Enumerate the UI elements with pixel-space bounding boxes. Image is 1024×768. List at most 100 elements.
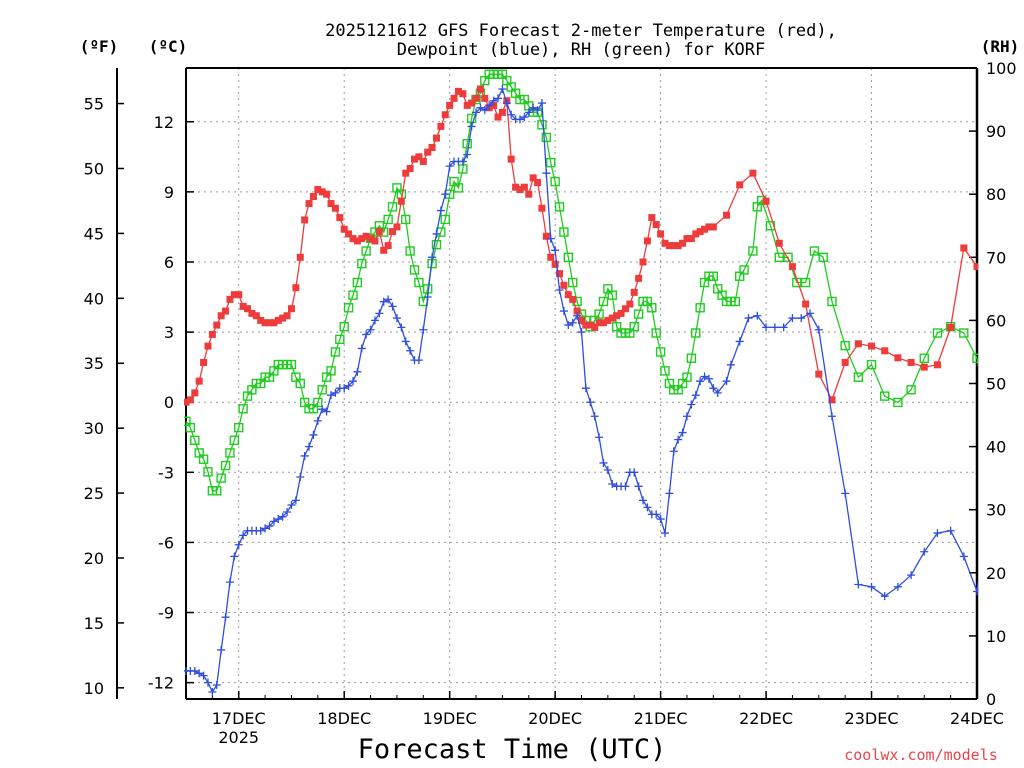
temperature-point bbox=[345, 230, 353, 238]
dewpoint-point bbox=[933, 529, 942, 538]
dewpoint-point bbox=[428, 253, 437, 262]
temperature-point bbox=[538, 204, 546, 212]
temperature-point bbox=[358, 235, 366, 243]
rh-point bbox=[730, 296, 741, 307]
rh-point bbox=[185, 422, 196, 433]
rh-point bbox=[401, 214, 411, 225]
rh-tick-label: 40 bbox=[986, 438, 1006, 457]
date-tick-label: 19DEC bbox=[423, 709, 477, 728]
dewpoint-line bbox=[186, 87, 978, 694]
dewpoint-point bbox=[643, 503, 652, 512]
fahrenheit-tick-label: 30 bbox=[84, 419, 104, 438]
dewpoint-point bbox=[639, 496, 648, 505]
temperature-point bbox=[397, 197, 405, 205]
dewpoint-point bbox=[498, 85, 507, 94]
celsius-tick-label: 12 bbox=[154, 113, 174, 132]
rh-point bbox=[809, 246, 820, 256]
temperature-point bbox=[367, 235, 375, 243]
dewpoint-point bbox=[577, 328, 586, 337]
temperature-point bbox=[454, 87, 462, 95]
temperature-point bbox=[437, 122, 445, 130]
rh-point bbox=[383, 214, 393, 225]
temperature-point bbox=[415, 153, 423, 161]
dewpoint-point bbox=[414, 356, 423, 365]
temperature-point bbox=[657, 230, 665, 238]
dewpoint-point bbox=[480, 106, 489, 115]
rh-point bbox=[537, 120, 547, 130]
rh-tick-label: 30 bbox=[986, 501, 1006, 520]
temperature-point bbox=[270, 319, 278, 327]
temperature-point bbox=[331, 204, 339, 212]
dewpoint-point bbox=[190, 666, 199, 675]
temperature-point bbox=[494, 113, 502, 121]
fahrenheit-tick-label: 20 bbox=[84, 549, 104, 568]
dewpoint-point bbox=[274, 515, 283, 524]
dewpoint-point bbox=[630, 468, 639, 477]
temperature-point bbox=[881, 347, 889, 355]
temperature-point bbox=[274, 316, 282, 324]
dewpoint-point bbox=[546, 234, 555, 243]
dewpoint-point bbox=[959, 552, 968, 561]
dewpoint-point bbox=[946, 526, 955, 535]
dewpoint-point bbox=[458, 157, 467, 166]
dewpoint-point bbox=[203, 678, 212, 687]
dewpoint-point bbox=[999, 478, 1007, 486]
temperature-point bbox=[419, 157, 427, 165]
fahrenheit-tick-label: 50 bbox=[84, 159, 104, 178]
dewpoint-point bbox=[489, 96, 498, 105]
temperature-point bbox=[279, 314, 287, 322]
dewpoint-point bbox=[445, 162, 454, 171]
dewpoint-point bbox=[880, 592, 889, 601]
temperature-point bbox=[244, 305, 252, 313]
year-tick-label: 2025 bbox=[218, 728, 259, 747]
dewpoint-point bbox=[419, 325, 428, 334]
rh-point bbox=[783, 252, 793, 263]
dewpoint-point bbox=[867, 582, 876, 591]
dewpoint-point bbox=[507, 110, 516, 119]
temperature-point bbox=[621, 305, 629, 313]
rh-point bbox=[348, 290, 358, 300]
rh-point bbox=[546, 157, 556, 168]
dewpoint-point bbox=[564, 321, 573, 330]
temperature-point bbox=[217, 312, 225, 320]
dewpoint-point bbox=[735, 337, 744, 346]
fahrenheit-tick-label: 15 bbox=[84, 614, 104, 633]
temperature-point bbox=[213, 321, 221, 329]
dewpoint-point bbox=[388, 302, 397, 311]
dewpoint-point bbox=[476, 103, 485, 112]
temperature-point bbox=[569, 295, 577, 303]
dewpoint-point bbox=[379, 297, 388, 306]
dewpoint-point bbox=[441, 190, 450, 199]
temperature-point bbox=[665, 242, 673, 250]
celsius-tick-label: -3 bbox=[158, 463, 174, 482]
dewpoint-point bbox=[696, 377, 705, 386]
temperature-point bbox=[296, 253, 304, 261]
temperature-point bbox=[450, 94, 458, 102]
temperature-point bbox=[512, 183, 520, 191]
temperature-point bbox=[599, 319, 607, 327]
dewpoint-point bbox=[806, 309, 815, 318]
temperature-point bbox=[626, 300, 634, 308]
temperature-point bbox=[578, 316, 585, 324]
dewpoint-point bbox=[603, 465, 612, 474]
temperature-point bbox=[723, 211, 731, 219]
date-tick-label: 24DEC bbox=[950, 709, 1004, 728]
temperature-point bbox=[490, 101, 498, 109]
dewpoint-point bbox=[827, 412, 836, 421]
temperature-point bbox=[340, 225, 348, 233]
temperature-point bbox=[428, 143, 436, 151]
celsius-tick-label: 0 bbox=[164, 393, 174, 412]
temperature-point bbox=[617, 309, 625, 317]
temperature-point bbox=[604, 316, 612, 324]
dewpoint-point bbox=[357, 344, 366, 353]
temperature-line bbox=[185, 87, 978, 403]
dewpoint-point bbox=[608, 479, 617, 488]
fahrenheit-tick-label: 10 bbox=[84, 679, 104, 698]
rh-point bbox=[361, 246, 371, 256]
temperature-point bbox=[446, 101, 454, 109]
dewpoint-point bbox=[265, 522, 274, 531]
dewpoint-point bbox=[986, 492, 994, 500]
temperature-point bbox=[472, 94, 480, 102]
temperature-point bbox=[239, 302, 247, 310]
temperature-point bbox=[265, 319, 273, 327]
